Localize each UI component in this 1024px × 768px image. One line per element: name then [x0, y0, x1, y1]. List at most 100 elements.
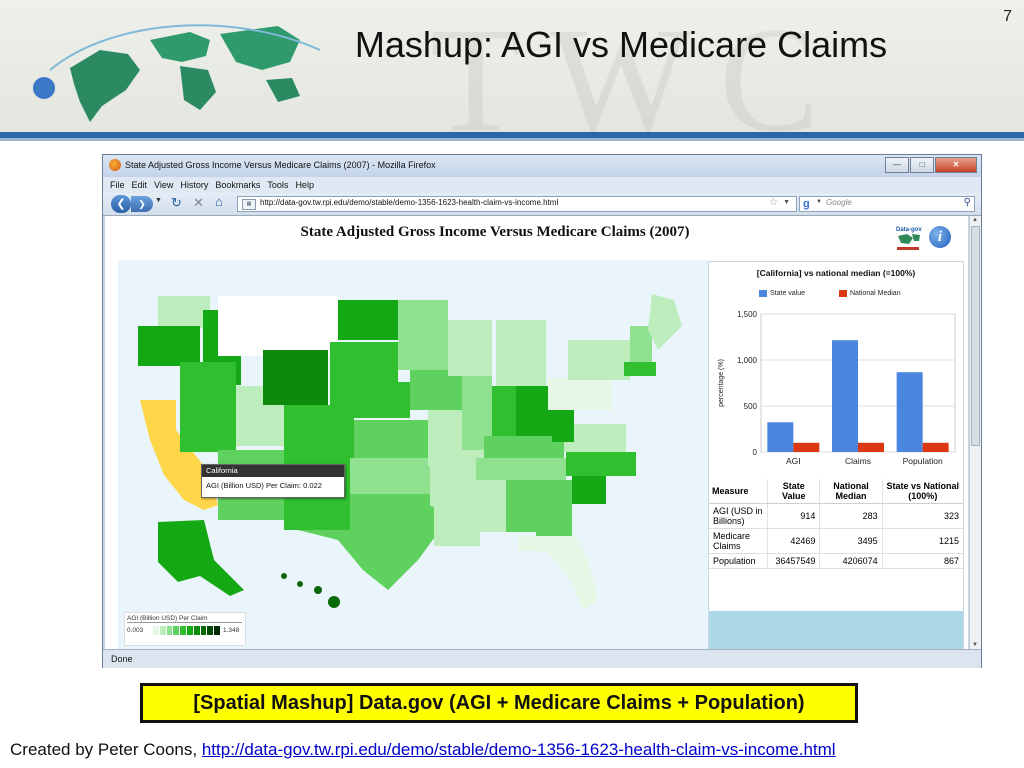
- credit-link[interactable]: http://data-gov.tw.rpi.edu/demo/stable/d…: [201, 740, 836, 759]
- state-oregon[interactable]: [138, 326, 200, 366]
- state-hawaii-island-2[interactable]: [297, 581, 303, 587]
- state-wyoming[interactable]: [263, 350, 328, 405]
- navigation-toolbar: ❮ ❯ ▼ ↻ ✕ ⌂ ▦ http://data-gov.tw.rpi.edu…: [103, 193, 981, 216]
- legend-color-step: [159, 626, 167, 635]
- forward-arrow-icon[interactable]: ❯: [131, 196, 153, 212]
- state-vermont-nh[interactable]: [630, 326, 652, 362]
- state-north-dakota[interactable]: [338, 300, 398, 340]
- legend-label-state: State value: [770, 290, 806, 297]
- table-cell: 3495: [819, 528, 883, 554]
- state-georgia[interactable]: [536, 480, 572, 536]
- search-input[interactable]: g ▼ Google ⚲: [799, 196, 975, 212]
- state-alaska[interactable]: [158, 520, 244, 596]
- state-texas[interactable]: [298, 494, 440, 590]
- state-south-dakota[interactable]: [330, 342, 398, 382]
- vertical-scrollbar[interactable]: ▲ ▼: [969, 216, 981, 649]
- table-row: Medicare Claims 42469 3495 1215: [709, 528, 963, 554]
- state-california[interactable]: [140, 400, 218, 510]
- header-divider-secondary: [0, 138, 1024, 141]
- state-washington[interactable]: [158, 296, 210, 328]
- state-massachusetts[interactable]: [624, 362, 656, 376]
- credit-line: Created by Peter Coons, http://data-gov.…: [10, 740, 836, 760]
- scrollbar-thumb[interactable]: [971, 226, 980, 446]
- bar-claims-state: [832, 340, 858, 452]
- state-ohio[interactable]: [516, 386, 552, 436]
- state-virginia[interactable]: [564, 424, 626, 452]
- menu-history[interactable]: History: [180, 180, 209, 190]
- us-choropleth-map[interactable]: California AGI (Billion USD) Per Claim: …: [118, 260, 708, 649]
- reload-icon[interactable]: ↻: [171, 195, 182, 210]
- state-alabama[interactable]: [506, 480, 536, 532]
- panel-footer-area: [709, 611, 963, 649]
- state-nevada[interactable]: [180, 362, 236, 452]
- address-bar[interactable]: ▦ http://data-gov.tw.rpi.edu/demo/stable…: [237, 196, 797, 212]
- legend-national-median: National Median: [839, 290, 901, 297]
- state-kansas[interactable]: [354, 420, 428, 458]
- state-arkansas[interactable]: [430, 466, 476, 506]
- state-hawaii[interactable]: [281, 573, 287, 579]
- back-arrow-icon[interactable]: ❮: [111, 195, 131, 213]
- state-north-carolina[interactable]: [566, 452, 636, 476]
- state-hawaii-island-3[interactable]: [314, 586, 322, 594]
- chart-title: [California] vs national median (=100%): [756, 268, 916, 278]
- menu-help[interactable]: Help: [295, 180, 314, 190]
- state-michigan[interactable]: [496, 320, 546, 386]
- y-axis-label: percentage (%): [718, 359, 725, 407]
- state-iowa[interactable]: [410, 370, 462, 410]
- window-titlebar[interactable]: State Adjusted Gross Income Versus Medic…: [103, 155, 981, 177]
- state-florida[interactable]: [518, 536, 598, 610]
- state-tennessee[interactable]: [476, 458, 566, 480]
- bookmark-star-icon[interactable]: ☆: [769, 197, 778, 208]
- bar-chart[interactable]: 0 500 1,000 1,500 percentage (%) AGI Claims Pop…: [709, 302, 963, 472]
- menu-edit[interactable]: Edit: [131, 180, 148, 190]
- comparison-panel: [California] vs national median (=100%) …: [708, 261, 964, 649]
- state-new-york[interactable]: [568, 340, 630, 380]
- legend-color-step: [166, 626, 174, 635]
- menu-file[interactable]: File: [110, 180, 125, 190]
- scroll-up-icon[interactable]: ▲: [972, 217, 978, 223]
- state-indiana[interactable]: [492, 386, 516, 442]
- page-number: 7: [1003, 8, 1012, 25]
- header-measure: Measure: [709, 479, 768, 504]
- firefox-icon: [109, 159, 121, 171]
- menu-tools[interactable]: Tools: [267, 180, 289, 190]
- status-text: Done: [111, 654, 133, 664]
- legend-color-step: [193, 626, 201, 635]
- search-engine-dropdown-icon[interactable]: ▼: [816, 199, 822, 205]
- state-montana[interactable]: [218, 296, 338, 356]
- info-icon[interactable]: i: [929, 226, 951, 248]
- home-icon[interactable]: ⌂: [215, 194, 223, 209]
- state-mississippi[interactable]: [476, 480, 506, 532]
- state-louisiana[interactable]: [434, 506, 480, 546]
- state-oklahoma[interactable]: [350, 458, 430, 494]
- legend-label-national: National Median: [850, 290, 901, 297]
- state-wisconsin[interactable]: [448, 320, 492, 376]
- us-map-svg[interactable]: [118, 260, 708, 649]
- minimize-icon[interactable]: —: [885, 157, 909, 173]
- table-cell: Population: [709, 553, 768, 569]
- state-maine[interactable]: [648, 294, 682, 350]
- state-nebraska[interactable]: [330, 382, 410, 418]
- state-minnesota[interactable]: [398, 300, 448, 370]
- bar-population-state: [896, 372, 923, 452]
- world-map-logo-icon: [33, 24, 321, 122]
- history-dropdown-icon[interactable]: ▼: [155, 197, 162, 204]
- search-icon[interactable]: ⚲: [963, 197, 971, 208]
- maximize-icon[interactable]: □: [910, 157, 934, 173]
- state-pennsylvania[interactable]: [548, 378, 612, 410]
- google-icon[interactable]: g: [803, 198, 810, 210]
- close-icon[interactable]: ✕: [935, 157, 977, 173]
- url-dropdown-icon[interactable]: ▼: [783, 199, 790, 206]
- x-tick-label: Claims: [845, 456, 871, 466]
- state-south-carolina[interactable]: [572, 474, 606, 504]
- table-cell: 1215: [881, 528, 963, 554]
- scroll-down-icon[interactable]: ▼: [972, 642, 978, 648]
- menu-bookmarks[interactable]: Bookmarks: [215, 180, 261, 190]
- table-header-row: Measure State Value National Median Stat…: [709, 479, 963, 504]
- state-kentucky[interactable]: [484, 436, 564, 458]
- stop-icon[interactable]: ✕: [193, 195, 204, 210]
- menu-view[interactable]: View: [154, 180, 174, 190]
- y-tick-label: 1,500: [737, 310, 758, 319]
- state-hawaii-island-4[interactable]: [328, 596, 340, 608]
- state-west-virginia[interactable]: [552, 410, 574, 442]
